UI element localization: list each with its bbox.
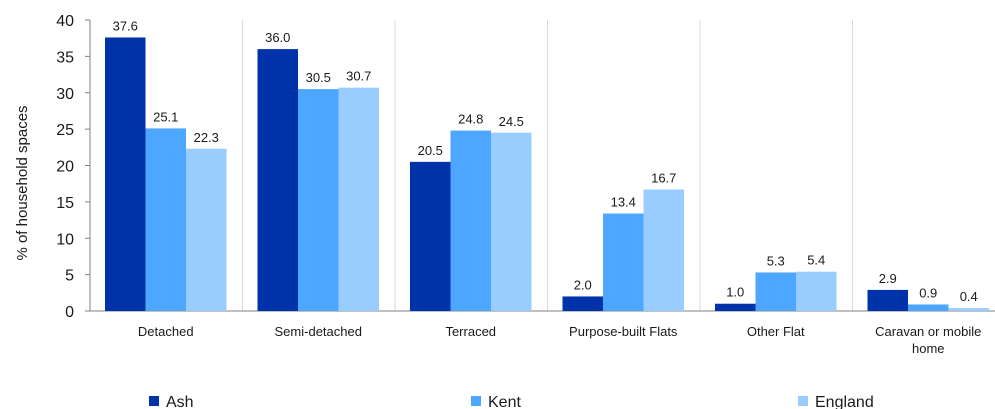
category-label: Other Flat [747,324,805,339]
value-label: 2.9 [879,271,897,286]
bars [105,37,989,312]
value-label: 24.8 [458,112,483,127]
y-tick-label: 35 [56,49,74,66]
legend-swatch-england [798,396,808,406]
legend-swatch-ash [149,396,159,406]
category-labels: Detached Semi-detached Terraced Purpose-bui… [138,324,981,356]
value-label: 20.5 [418,143,443,158]
bar-ash [562,296,603,311]
value-label: 22.3 [194,130,219,145]
bar-england [491,132,532,311]
value-label: 13.4 [611,195,636,210]
category-label: Terraced [445,324,496,339]
category-label: Detached [138,324,194,339]
category-label: home [912,341,945,356]
value-label: 5.4 [807,253,825,268]
y-tick-label: 5 [65,268,74,285]
bar-ash [715,303,756,311]
bar-england [948,308,989,311]
bar-ash [410,161,451,311]
y-axis-title: % of household spaces [14,105,31,260]
y-tick-label: 30 [56,86,74,103]
legend: Ash Kent England [149,394,874,409]
bar-kent [450,130,491,311]
bar-ash [105,37,146,312]
bar-england [186,148,227,311]
value-label: 30.7 [346,69,371,84]
category-gridlines [242,20,853,311]
bar-kent [145,128,186,311]
y-tick-label: 20 [56,159,74,176]
legend-label: England [815,394,874,409]
value-label: 0.4 [960,289,978,304]
bar-ash [867,289,908,311]
legend-label: Ash [166,394,194,409]
category-label: Semi-detached [275,324,362,339]
y-axis-ticks: 0 5 10 15 20 25 30 35 40 [56,13,90,321]
y-tick-label: 10 [56,231,74,248]
value-labels: 37.6 36.0 20.5 2.0 1.0 2.9 25.1 30.5 24.8 13.4 5.3… [113,18,978,304]
value-label: 30.5 [306,70,331,85]
category-label: Caravan or mobile [875,324,981,339]
category-label: Purpose-built Flats [569,324,678,339]
bar-england [643,189,684,311]
value-label: 16.7 [651,171,676,186]
bar-england [338,87,379,311]
legend-label: Kent [488,394,521,409]
value-label: 5.3 [767,253,785,268]
bar-kent [603,213,644,311]
value-label: 37.6 [113,18,138,33]
legend-swatch-kent [471,396,481,406]
bar-kent [908,304,949,311]
bar-kent [298,89,339,311]
bar-england [796,271,837,311]
y-tick-label: 15 [56,195,74,212]
value-label: 2.0 [574,277,592,292]
y-tick-label: 0 [65,304,74,321]
value-label: 36.0 [265,30,290,45]
value-label: 25.1 [153,109,178,124]
y-tick-label: 40 [56,13,74,30]
value-label: 0.9 [919,285,937,300]
value-label: 24.5 [499,114,524,129]
bar-ash [257,49,298,311]
y-tick-label: 25 [56,122,74,139]
value-label: 1.0 [726,285,744,300]
bar-kent [755,272,796,311]
